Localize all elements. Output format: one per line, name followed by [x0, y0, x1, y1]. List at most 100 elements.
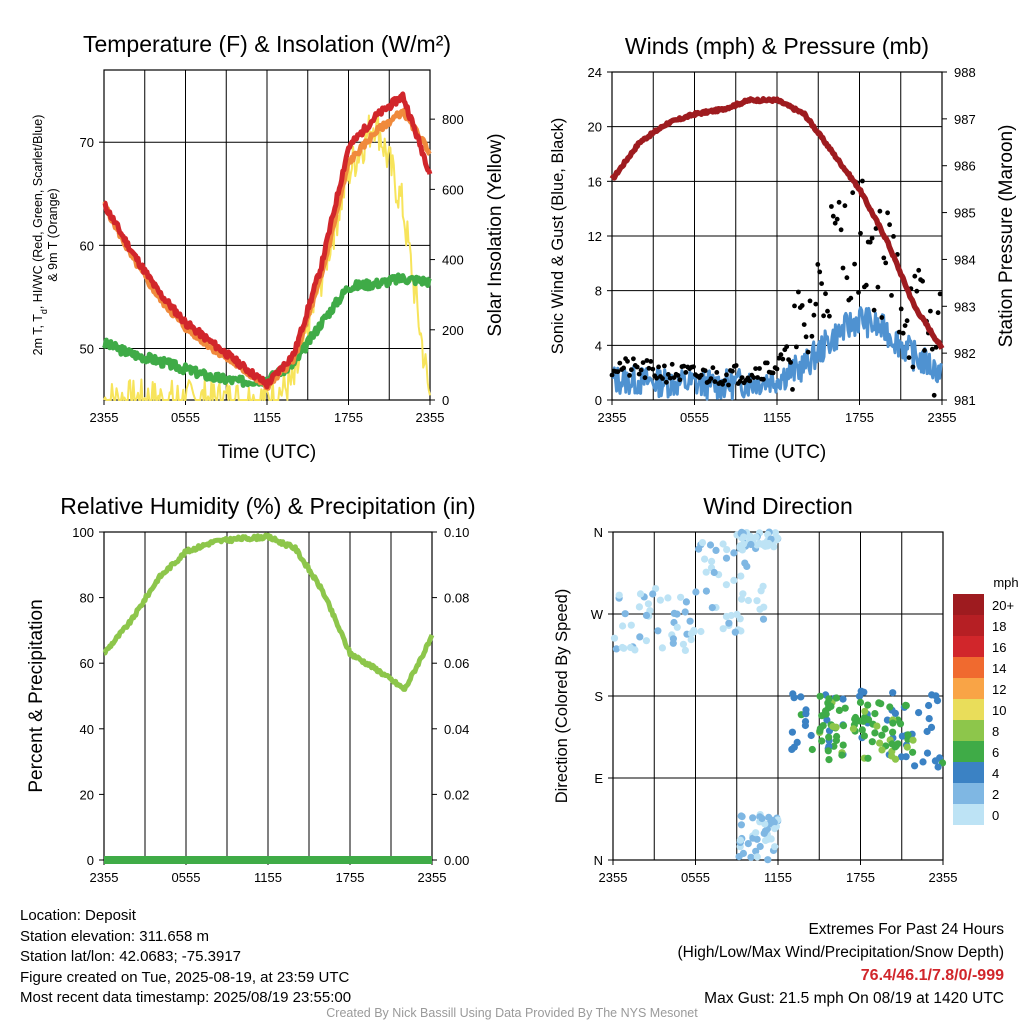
- gust-point-164: [928, 308, 933, 314]
- x-tick-label-1-2: 1155: [763, 410, 791, 425]
- gust-point-115: [832, 220, 838, 226]
- max-gust-text: Max Gust: 21.5 mph On 08/19 at 1420 UTC: [704, 990, 1004, 1007]
- direction-point-316: [838, 751, 846, 759]
- gust-point-148: [896, 329, 902, 335]
- gust-point-96: [796, 289, 801, 295]
- gust-point-131: [863, 282, 869, 288]
- gust-point-157: [914, 288, 920, 294]
- direction-point-228: [934, 763, 942, 771]
- x-tick-label-2-3: 1755: [336, 870, 365, 885]
- direction-point-258: [889, 728, 897, 736]
- direction-point-51: [736, 615, 744, 623]
- y2-tick-label-0-2: 400: [442, 253, 464, 268]
- x-tick-label-3-0: 2355: [599, 870, 628, 885]
- gust-point-129: [860, 178, 865, 184]
- gust-point-17: [642, 375, 648, 381]
- direction-point-79: [710, 568, 718, 577]
- gust-point-85: [774, 366, 780, 372]
- direction-point-227: [793, 738, 801, 747]
- x-tick-label-2-2: 1155: [254, 870, 282, 885]
- direction-point-8: [612, 645, 621, 653]
- y-tick-label-2-4: 80: [80, 591, 94, 606]
- gust-point-143: [887, 222, 892, 228]
- direction-point-284: [827, 702, 835, 711]
- y2-tick-label-2-2: 0.04: [444, 722, 469, 737]
- gust-point-99: [801, 322, 807, 327]
- colorbar-swatch-10: [953, 804, 984, 825]
- direction-point-209: [919, 758, 927, 766]
- gust-point-11: [631, 356, 636, 362]
- direction-point-309: [888, 740, 896, 748]
- direction-point-313: [851, 713, 860, 722]
- series-line-0-0: [102, 91, 433, 390]
- y2-tick-label-1-0: 981: [954, 393, 976, 408]
- direction-point-319: [822, 710, 830, 718]
- gust-point-4: [617, 360, 623, 366]
- gust-point-138: [877, 208, 883, 214]
- gust-point-10: [629, 367, 634, 373]
- gust-point-101: [805, 349, 811, 355]
- direction-point-78: [743, 562, 751, 571]
- direction-point-17: [642, 611, 651, 620]
- gust-point-109: [821, 313, 826, 319]
- y2-axis-label-0: Solar Insolation (Yellow): [485, 133, 506, 336]
- gust-point-108: [819, 281, 824, 286]
- direction-point-245: [856, 698, 865, 707]
- direction-point-252: [909, 748, 917, 756]
- series-line-1-2: [609, 96, 945, 350]
- direction-point-214: [807, 731, 815, 740]
- direction-point-24: [619, 622, 627, 630]
- direction-point-52: [759, 615, 768, 623]
- direction-point-152: [749, 814, 757, 822]
- colorbar-label-3: 14: [992, 661, 1006, 676]
- direction-point-262: [849, 725, 858, 733]
- x-tick-label-1-0: 2355: [598, 410, 627, 425]
- direction-point-240: [808, 745, 816, 754]
- direction-point-32: [631, 646, 639, 654]
- direction-point-126: [736, 542, 744, 550]
- y-tick-label-0-0: 50: [80, 341, 94, 356]
- gust-point-141: [883, 260, 889, 266]
- direction-point-33: [621, 610, 629, 618]
- gust-point-102: [807, 298, 813, 304]
- y-tick-label-0-2: 70: [80, 135, 94, 150]
- gust-point-95: [794, 344, 799, 350]
- gust-point-114: [830, 213, 836, 219]
- direction-point-302: [903, 743, 911, 751]
- direction-point-85: [706, 541, 715, 549]
- y2-tick-label-0-1: 200: [442, 323, 464, 338]
- direction-point-70: [722, 612, 731, 621]
- gust-point-87: [778, 352, 784, 358]
- gust-point-113: [829, 204, 834, 209]
- gust-point-8: [625, 358, 630, 364]
- gust-point-21: [650, 366, 656, 372]
- direction-point-124: [746, 532, 754, 541]
- y2-tick-label-0-4: 800: [442, 112, 464, 127]
- direction-point-43: [679, 640, 688, 648]
- direction-point-304: [832, 736, 841, 745]
- direction-point-58: [730, 576, 738, 585]
- latlon-text: Station lat/lon: 42.0683; -75.3917: [20, 948, 242, 965]
- direction-point-305: [825, 733, 833, 741]
- gust-point-62: [730, 368, 735, 374]
- y2-tick-label-1-4: 985: [954, 206, 976, 221]
- gust-point-145: [891, 234, 896, 239]
- gust-point-144: [889, 293, 894, 298]
- direction-point-251: [824, 747, 832, 755]
- gust-point-149: [898, 306, 904, 312]
- y-tick-label-2-3: 60: [80, 656, 94, 671]
- direction-point-274: [871, 729, 879, 737]
- gust-point-140: [881, 255, 887, 261]
- direction-point-55: [737, 572, 745, 580]
- gust-point-23: [654, 375, 659, 381]
- direction-point-74: [722, 581, 731, 589]
- gust-point-158: [916, 267, 922, 273]
- direction-point-66: [697, 627, 705, 636]
- direction-point-1: [642, 637, 651, 645]
- gust-point-166: [931, 392, 937, 398]
- direction-point-26: [636, 590, 645, 598]
- direction-point-178: [752, 829, 760, 837]
- direction-point-158: [756, 842, 764, 851]
- gust-point-168: [935, 310, 941, 316]
- direction-point-271: [832, 694, 841, 702]
